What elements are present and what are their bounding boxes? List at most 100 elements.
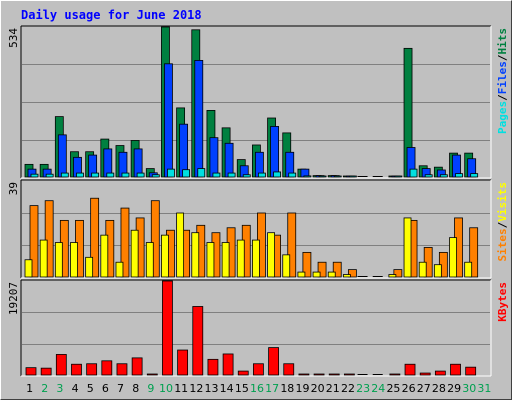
bar-kbytes-day-10 (162, 280, 173, 376)
day-label-8: 8 (132, 382, 139, 395)
day-label-5: 5 (87, 382, 94, 395)
bar-pages-day-21 (333, 175, 342, 178)
bar-visits-day-28 (433, 264, 442, 278)
day-label-15: 15 (235, 382, 249, 395)
bar-visits-day-6 (100, 234, 109, 278)
bar-visits-day-27 (418, 261, 427, 278)
bar-pages-day-10 (167, 168, 175, 178)
bar-visits-day-8 (130, 229, 139, 278)
day-label-4: 4 (72, 382, 79, 395)
day-label-9: 9 (147, 382, 154, 395)
legend-bottom: KBytes (496, 282, 509, 322)
day-label-21: 21 (326, 382, 340, 395)
day-label-10: 10 (159, 382, 173, 395)
bar-kbytes-day-5 (86, 363, 98, 376)
bar-files-day-10 (164, 63, 173, 178)
bar-pages-day-25 (394, 175, 403, 178)
day-label-28: 28 (432, 382, 446, 395)
bar-pages-day-9 (151, 174, 160, 178)
bar-kbytes-day-17 (268, 347, 279, 376)
bar-kbytes-day-29 (450, 363, 461, 376)
day-label-7: 7 (117, 382, 124, 395)
legend-entry: KBytes (496, 282, 509, 322)
bar-kbytes-day-15 (237, 370, 249, 376)
bar-visits-day-17 (267, 232, 275, 278)
legend-entry: Pages (496, 101, 509, 134)
bar-visits-day-3 (54, 242, 63, 278)
bar-visits-day-12 (191, 232, 200, 278)
bar-pages-day-17 (273, 171, 281, 178)
bar-kbytes-day-1 (25, 367, 37, 376)
bar-sites-day-20 (317, 261, 327, 278)
day-label-24: 24 (371, 382, 385, 395)
bar-visits-day-16 (252, 239, 260, 278)
bar-pages-day-1 (30, 173, 39, 178)
bar-files-day-17 (270, 126, 279, 178)
bar-sites-day-9 (150, 200, 160, 278)
bar-kbytes-day-22 (343, 373, 355, 376)
bar-visits-day-1 (24, 259, 33, 278)
bar-visits-day-11 (176, 212, 185, 278)
bar-sites-day-19 (302, 251, 312, 278)
day-label-16: 16 (250, 382, 264, 395)
legend-top: Pages/Files/Hits (496, 28, 509, 134)
legend-entry: / (496, 94, 509, 101)
bar-visits-day-7 (115, 261, 124, 278)
bar-pages-day-22 (348, 175, 357, 178)
bar-kbytes-day-30 (465, 366, 477, 376)
bar-pages-day-3 (60, 172, 69, 178)
bar-kbytes-day-16 (253, 363, 264, 376)
day-label-14: 14 (220, 382, 234, 395)
bar-files-day-3 (57, 134, 67, 178)
bar-sites-day-5 (90, 197, 100, 278)
bar-pages-day-6 (106, 172, 115, 178)
bar-pages-day-30 (470, 173, 479, 178)
legend-entry: / (496, 221, 509, 228)
bar-pages-day-2 (45, 173, 54, 178)
y-max-label-bottom: 19207 (7, 282, 20, 315)
bar-kbytes-day-25 (389, 373, 401, 376)
day-label-19: 19 (295, 382, 309, 395)
bar-visits-day-21 (327, 271, 336, 278)
bar-kbytes-day-4 (71, 363, 82, 376)
bar-pages-day-19 (303, 175, 312, 178)
day-label-26: 26 (402, 382, 416, 395)
bar-kbytes-day-21 (328, 373, 340, 376)
bar-pages-day-8 (136, 172, 145, 178)
day-label-23: 23 (356, 382, 370, 395)
chart-title: Daily usage for June 2018 (21, 8, 202, 22)
bar-sites-day-18 (287, 212, 297, 278)
day-label-3: 3 (56, 382, 63, 395)
bar-pages-day-16 (258, 172, 266, 178)
bar-kbytes-day-27 (419, 372, 431, 376)
day-label-27: 27 (417, 382, 431, 395)
bar-visits-day-18 (282, 254, 291, 278)
bar-files-day-11 (179, 123, 189, 178)
bar-sites-day-30 (469, 227, 479, 278)
y-max-label-middle: 39 (7, 182, 20, 195)
bar-pages-day-14 (227, 172, 236, 178)
bar-visits-day-30 (464, 261, 473, 278)
bar-kbytes-day-2 (40, 367, 52, 376)
bar-visits-day-25 (388, 274, 397, 278)
bar-kbytes-day-9 (146, 373, 158, 376)
bar-sites-day-22 (347, 269, 357, 278)
bar-pages-day-5 (91, 172, 100, 178)
bar-visits-day-19 (297, 271, 306, 278)
bar-visits-day-15 (236, 239, 245, 278)
day-label-13: 13 (205, 382, 219, 395)
bar-pages-day-26 (409, 168, 418, 178)
bar-visits-day-26 (403, 217, 412, 278)
day-label-31: 31 (477, 382, 491, 395)
bar-visits-day-5 (85, 256, 94, 278)
day-label-11: 11 (174, 382, 188, 395)
bar-visits-day-22 (342, 274, 351, 278)
bar-visits-day-29 (449, 237, 457, 278)
bar-visits-day-4 (70, 242, 78, 278)
legend-entry: Files (496, 61, 509, 94)
plot-area-bottom (21, 280, 491, 376)
bar-kbytes-day-11 (177, 349, 189, 376)
day-label-2: 2 (41, 382, 48, 395)
bar-pages-day-28 (439, 174, 448, 178)
bar-files-day-12 (194, 60, 204, 178)
